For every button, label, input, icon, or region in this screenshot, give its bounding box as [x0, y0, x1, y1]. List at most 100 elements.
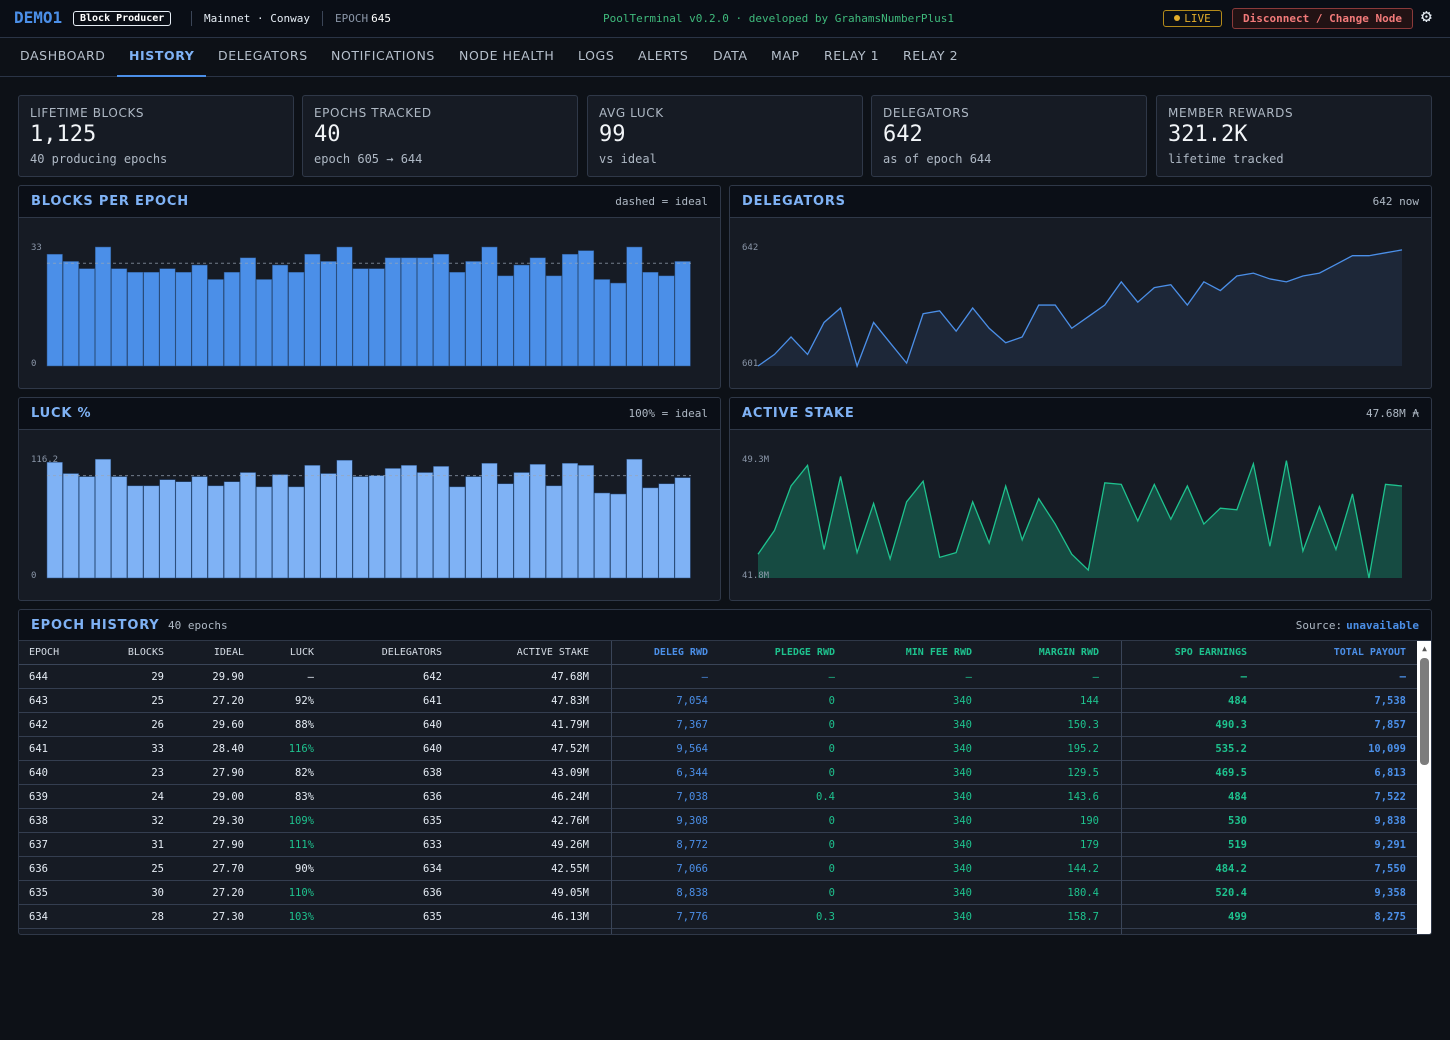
- panel-title: BLOCKS PER EPOCH: [31, 194, 189, 209]
- cell-total-payout: 6,813: [1374, 767, 1406, 779]
- table-row[interactable]: 638 32 29.30 109% 635 42.76M 9,308 0 340 190 530 9,…: [19, 809, 1417, 833]
- cell-total-payout: 9,291: [1374, 839, 1406, 851]
- cell-blocks: 31: [151, 839, 164, 851]
- bar: [400, 465, 417, 579]
- live-dot-icon: [1174, 15, 1181, 21]
- tab-relay-1[interactable]: RELAY 1: [824, 48, 880, 63]
- bar: [626, 246, 643, 367]
- cell-margin-rwd: 158.7: [1067, 911, 1099, 923]
- table-row[interactable]: 644 29 29.90 – 642 47.68M – – – – — —: [19, 665, 1417, 689]
- column-header-spo-earnings[interactable]: SPO EARNINGS: [1174, 647, 1247, 658]
- cell-blocks: 32: [151, 815, 164, 827]
- stat-value: 40: [314, 122, 341, 147]
- tab-logs[interactable]: LOGS: [578, 48, 615, 63]
- tab-data[interactable]: DATA: [713, 48, 748, 63]
- table-row[interactable]: 640 23 27.90 82% 638 43.09M 6,344 0 340 129.5 469.…: [19, 761, 1417, 785]
- bar: [352, 268, 369, 367]
- bar: [320, 473, 337, 579]
- cell-deleg-rwd: –: [701, 671, 708, 683]
- bar: [594, 492, 611, 579]
- column-header-ideal[interactable]: IDEAL: [213, 647, 244, 658]
- scroll-up-icon[interactable]: ▲: [1422, 644, 1427, 653]
- stat-value: 99: [599, 122, 626, 147]
- bar: [239, 257, 256, 367]
- cell-luck: 111%: [288, 839, 314, 851]
- column-header-min-fee-rwd[interactable]: MIN FEE RWD: [905, 647, 972, 658]
- column-header-luck[interactable]: LUCK: [289, 647, 314, 658]
- cell-margin-rwd: 195.2: [1067, 743, 1099, 755]
- cell-active-stake: 49.05M: [551, 887, 589, 899]
- column-header-deleg-rwd[interactable]: DELEG RWD: [653, 647, 708, 658]
- tab-map[interactable]: MAP: [771, 48, 800, 63]
- panel-header: BLOCKS PER EPOCH dashed = ideal: [19, 186, 720, 218]
- column-header-pledge-rwd[interactable]: PLEDGE RWD: [774, 647, 835, 658]
- cell-min-fee-rwd: 340: [953, 791, 972, 803]
- tab-relay-2[interactable]: RELAY 2: [903, 48, 959, 63]
- area-fill: [758, 460, 1402, 578]
- table-row[interactable]: 642 26 29.60 88% 640 41.79M 7,367 0 340 150.3 490.…: [19, 713, 1417, 737]
- cell-active-stake: 47.68M: [551, 671, 589, 683]
- table-row[interactable]: 635 30 27.20 110% 636 49.05M 8,838 0 340 180.4 520…: [19, 881, 1417, 905]
- stat-card-delegators: DELEGATORS 642 as of epoch 644: [871, 95, 1147, 177]
- bar: [513, 472, 530, 579]
- table-row[interactable]: 634 28 27.30 103% 635 46.13M 7,776 0.3 340 158.7 4…: [19, 905, 1417, 929]
- scrollbar-thumb[interactable]: [1420, 658, 1429, 765]
- cell-min-fee-rwd: –: [965, 671, 972, 683]
- tab-alerts[interactable]: ALERTS: [638, 48, 689, 63]
- delegators-panel: DELEGATORS 642 now 601 642: [729, 185, 1432, 389]
- cell-delegators: 636: [423, 791, 442, 803]
- cell-delegators: 635: [423, 911, 442, 923]
- stat-card-epochs-tracked: EPOCHS TRACKED 40 epoch 605 → 644: [302, 95, 578, 177]
- table-row[interactable]: 641 33 28.40 116% 640 47.52M 9,564 0 340 195.2 535…: [19, 737, 1417, 761]
- cell-epoch: 634: [29, 911, 48, 923]
- column-header-epoch[interactable]: EPOCH: [29, 647, 60, 658]
- app-title: PoolTerminal v0.2.0 · developed by Graha…: [603, 12, 954, 25]
- tab-dashboard[interactable]: DASHBOARD: [20, 48, 106, 63]
- cell-epoch: 641: [29, 743, 48, 755]
- table-row[interactable]: 637 31 27.90 111% 633 49.26M 8,772 0 340 179 519 9,…: [19, 833, 1417, 857]
- blocks-per-epoch-chart: 0 33: [31, 243, 691, 369]
- column-header-blocks[interactable]: BLOCKS: [127, 647, 164, 658]
- table-row[interactable]: 639 24 29.00 83% 636 46.24M 7,038 0.4 340 143.6 48…: [19, 785, 1417, 809]
- cell-active-stake: 42.76M: [551, 815, 589, 827]
- cell-total-payout: 7,550: [1374, 863, 1406, 875]
- cell-blocks: 25: [151, 863, 164, 875]
- cell-pledge-rwd: 0: [828, 743, 835, 755]
- cell-luck: 88%: [295, 719, 314, 731]
- cell-epoch: 640: [29, 767, 48, 779]
- cell-min-fee-rwd: 340: [953, 863, 972, 875]
- bar: [384, 257, 401, 367]
- column-header-delegators[interactable]: DELEGATORS: [381, 647, 442, 658]
- table-row[interactable]: 636 25 27.70 90% 634 42.55M 7,066 0 340 144.2 484.…: [19, 857, 1417, 881]
- bar: [545, 485, 562, 579]
- gear-icon[interactable]: ⚙: [1421, 6, 1432, 27]
- table-row[interactable]: 643 25 27.20 92% 641 47.83M 7,054 0 340 144 484 7,5…: [19, 689, 1417, 713]
- cell-epoch: 637: [29, 839, 48, 851]
- tab-node-health[interactable]: NODE HEALTH: [459, 48, 555, 63]
- bar: [594, 279, 611, 367]
- cell-spo-earnings: 499: [1228, 911, 1247, 923]
- panel-title: EPOCH HISTORY: [31, 618, 160, 633]
- source-value[interactable]: unavailable: [1346, 619, 1419, 632]
- column-header-total-payout[interactable]: TOTAL PAYOUT: [1333, 647, 1406, 658]
- tab-history[interactable]: HISTORY: [117, 38, 207, 77]
- bar: [143, 485, 160, 579]
- bar: [465, 261, 482, 367]
- tab-notifications[interactable]: NOTIFICATIONS: [331, 48, 435, 63]
- column-divider: [611, 641, 612, 934]
- bar: [111, 476, 128, 579]
- bar: [674, 477, 691, 579]
- live-label: LIVE: [1184, 12, 1211, 25]
- stat-card-avg-luck: AVG LUCK 99 vs ideal: [587, 95, 863, 177]
- bar: [449, 271, 466, 367]
- main-nav: DASHBOARD HISTORY DELEGATORS NOTIFICATIO…: [0, 38, 1450, 77]
- table-scrollbar[interactable]: ▲: [1417, 641, 1431, 934]
- column-header-margin-rwd[interactable]: MARGIN RWD: [1038, 647, 1099, 658]
- disconnect-button[interactable]: Disconnect / Change Node: [1232, 8, 1413, 29]
- column-header-active-stake[interactable]: ACTIVE STAKE: [516, 647, 589, 658]
- divider: [322, 11, 323, 26]
- tab-delegators[interactable]: DELEGATORS: [218, 48, 308, 63]
- active-stake-chart: 41.8M 49.3M: [742, 455, 1403, 581]
- cell-epoch: 639: [29, 791, 48, 803]
- bar: [352, 476, 369, 579]
